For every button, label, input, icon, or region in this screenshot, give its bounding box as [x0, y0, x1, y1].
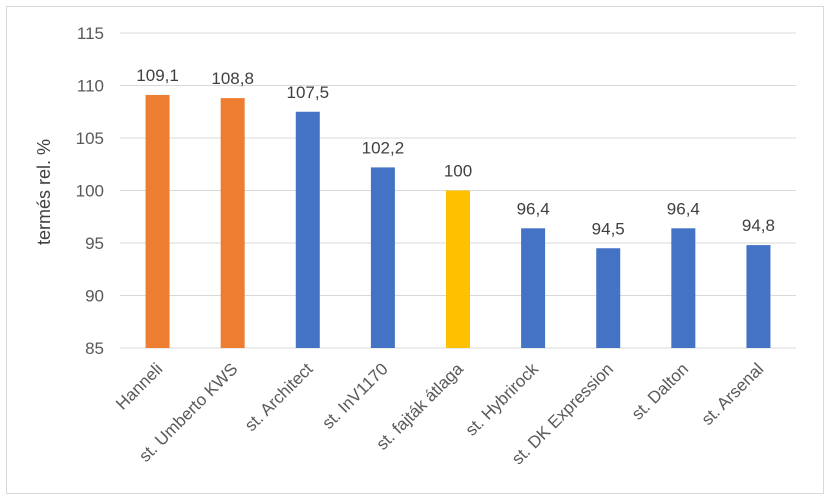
data-label: 109,1 [136, 66, 179, 85]
bar [295, 111, 320, 348]
bar [220, 98, 245, 348]
data-label: 96,4 [517, 199, 550, 218]
data-label: 94,8 [742, 216, 775, 235]
y-tick-label: 90 [85, 287, 104, 306]
data-label: 107,5 [287, 83, 330, 102]
x-tick-label: st. Arsenal [698, 359, 768, 429]
bar [596, 248, 621, 348]
x-tick-label: Hanneli [112, 359, 166, 413]
bar [370, 167, 395, 348]
x-tick-label: st. Architect [241, 359, 317, 435]
bar [746, 245, 771, 348]
bar [521, 228, 546, 348]
y-axis-ticks: 85 90 95 100 105 110 115 [76, 24, 104, 358]
data-label: 100 [444, 162, 472, 181]
y-tick-label: 95 [85, 234, 104, 253]
data-label: 96,4 [667, 199, 700, 218]
y-axis-title: termés rel. % [34, 139, 54, 245]
y-tick-label: 105 [76, 129, 104, 148]
bar [671, 228, 696, 348]
y-tick-label: 85 [85, 339, 104, 358]
y-tick-label: 100 [76, 182, 104, 201]
data-label: 102,2 [362, 138, 405, 157]
bars [145, 94, 771, 348]
y-tick-label: 110 [77, 77, 104, 96]
bar [145, 94, 170, 348]
y-tick-label: 115 [77, 24, 104, 43]
x-tick-label: st. InV1170 [318, 359, 391, 432]
x-tick-label: st. Dalton [628, 359, 692, 423]
data-labels: 109,1 108,8 107,5 102,2 100 96,4 94,5 96,4 94,8 [136, 66, 775, 238]
data-label: 108,8 [211, 69, 254, 88]
bar [446, 190, 470, 348]
data-label: 94,5 [592, 219, 625, 238]
x-tick-label: st. Hybrirock [462, 359, 543, 440]
